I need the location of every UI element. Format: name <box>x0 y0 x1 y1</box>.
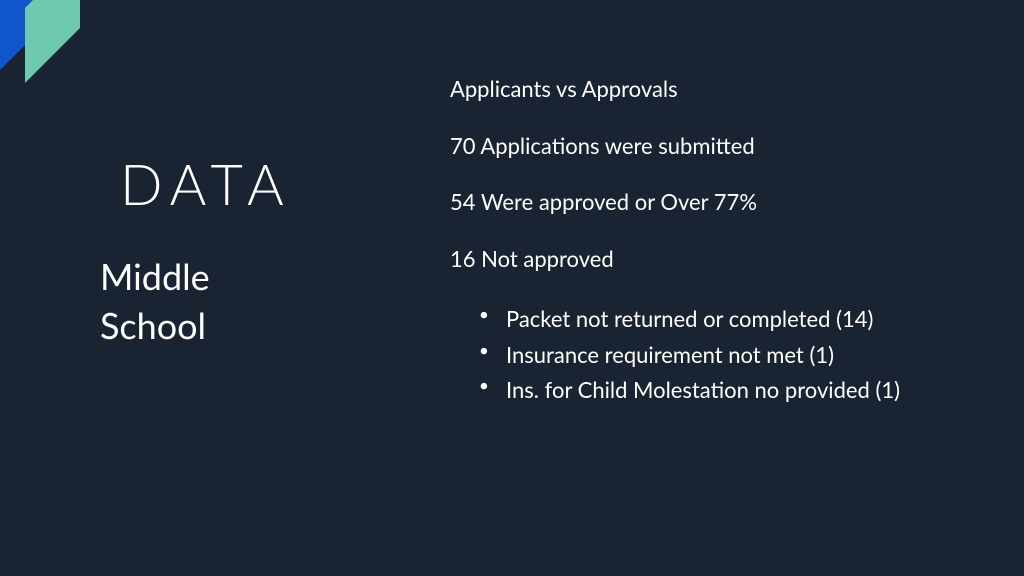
stat-line: 16 Not approved <box>450 245 970 274</box>
left-panel: DATA Middle School <box>100 150 292 349</box>
list-item: Ins. for Child Molestation no provided (… <box>480 372 970 407</box>
section-heading: Applicants vs Approvals <box>450 75 970 104</box>
subtitle-line-2: School <box>100 303 206 347</box>
slide-subtitle: Middle School <box>100 252 292 349</box>
corner-decoration <box>0 0 120 120</box>
list-item: Insurance requirement not met (1) <box>480 337 970 372</box>
teal-parallelogram-icon <box>25 0 80 83</box>
right-panel: Applicants vs Approvals 70 Applications … <box>450 75 970 407</box>
subtitle-line-1: Middle <box>100 254 210 298</box>
list-item: Packet not returned or completed (14) <box>480 301 970 336</box>
slide-title: DATA <box>120 150 292 217</box>
stat-line: 54 Were approved or Over 77% <box>450 188 970 217</box>
stat-line: 70 Applications were submitted <box>450 132 970 161</box>
reason-list: Packet not returned or completed (14) In… <box>480 301 970 407</box>
